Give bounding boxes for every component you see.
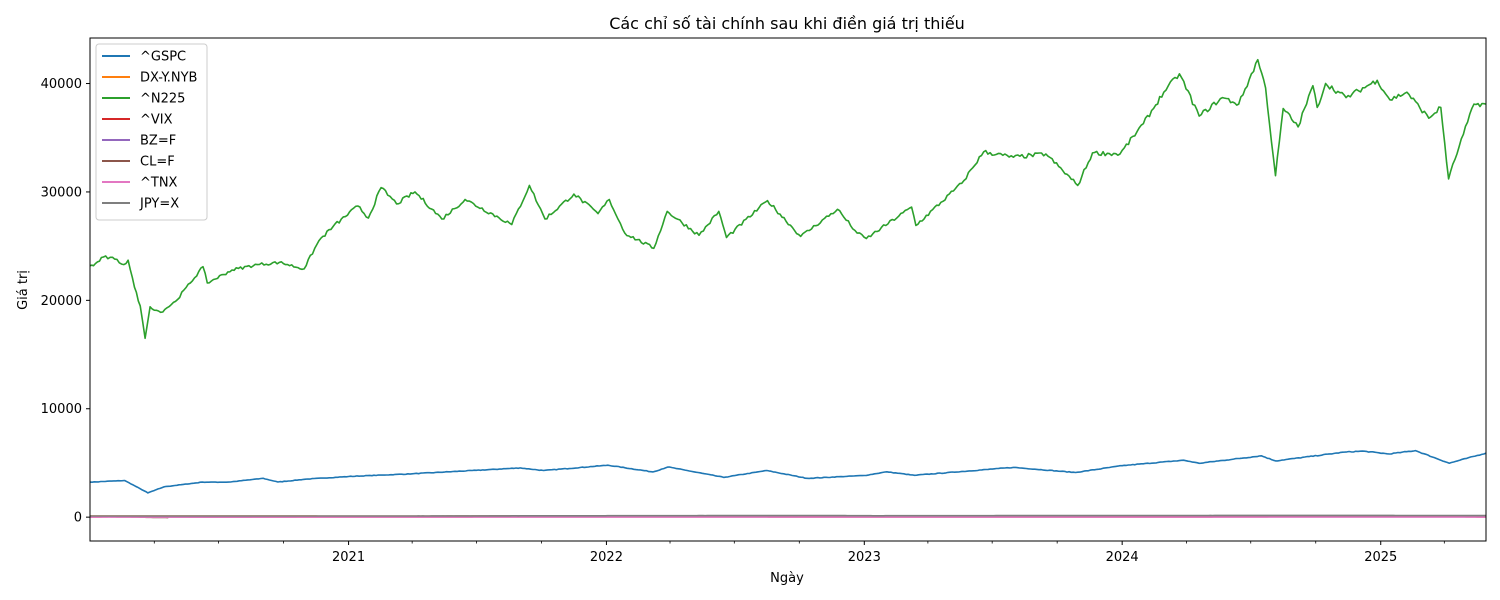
x-tick-label-0: 2021 <box>332 550 365 565</box>
y-tick-label-2: 20000 <box>41 294 82 309</box>
legend-box <box>95 43 208 221</box>
y-tick-label-1: 10000 <box>41 402 82 417</box>
legend-label-6: ^TNX <box>140 176 178 191</box>
legend-label-2: ^N225 <box>140 92 185 107</box>
x-tick-label-4: 2025 <box>1364 550 1397 565</box>
plot-frame <box>89 37 1487 542</box>
y-tick-label-3: 30000 <box>41 185 82 200</box>
y-axis-label: Giá trị <box>16 270 31 310</box>
plot-area <box>90 38 1486 541</box>
legend-label-7: JPY=X <box>139 197 179 212</box>
legend-label-1: DX-Y.NYB <box>140 71 197 86</box>
legend-label-3: ^VIX <box>140 113 173 128</box>
x-tick-label-1: 2022 <box>590 550 623 565</box>
y-axis: 0 10000 20000 30000 40000 <box>41 77 90 526</box>
y-tick-label-4: 40000 <box>41 77 82 92</box>
chart-title: Các chỉ số tài chính sau khi điền giá tr… <box>609 14 965 33</box>
x-tick-label-2: 2023 <box>848 550 881 565</box>
x-tick-label-3: 2024 <box>1106 550 1139 565</box>
series-line-2 <box>89 58 1487 340</box>
series-layer <box>89 58 1487 519</box>
legend-label-0: ^GSPC <box>140 50 186 65</box>
x-axis-label: Ngày <box>770 571 804 586</box>
x-axis: 2021 2022 2023 2024 2025 <box>153 541 1445 565</box>
series-line-7 <box>90 514 1486 517</box>
legend-label-5: CL=F <box>140 155 175 170</box>
series-line-0 <box>89 449 1487 494</box>
legend-label-4: BZ=F <box>140 134 176 149</box>
y-tick-label-0: 0 <box>74 511 82 526</box>
legend: ^GSPC DX-Y.NYB ^N225 ^VIX BZ=F CL=F ^TNX JPY=X <box>95 43 208 221</box>
